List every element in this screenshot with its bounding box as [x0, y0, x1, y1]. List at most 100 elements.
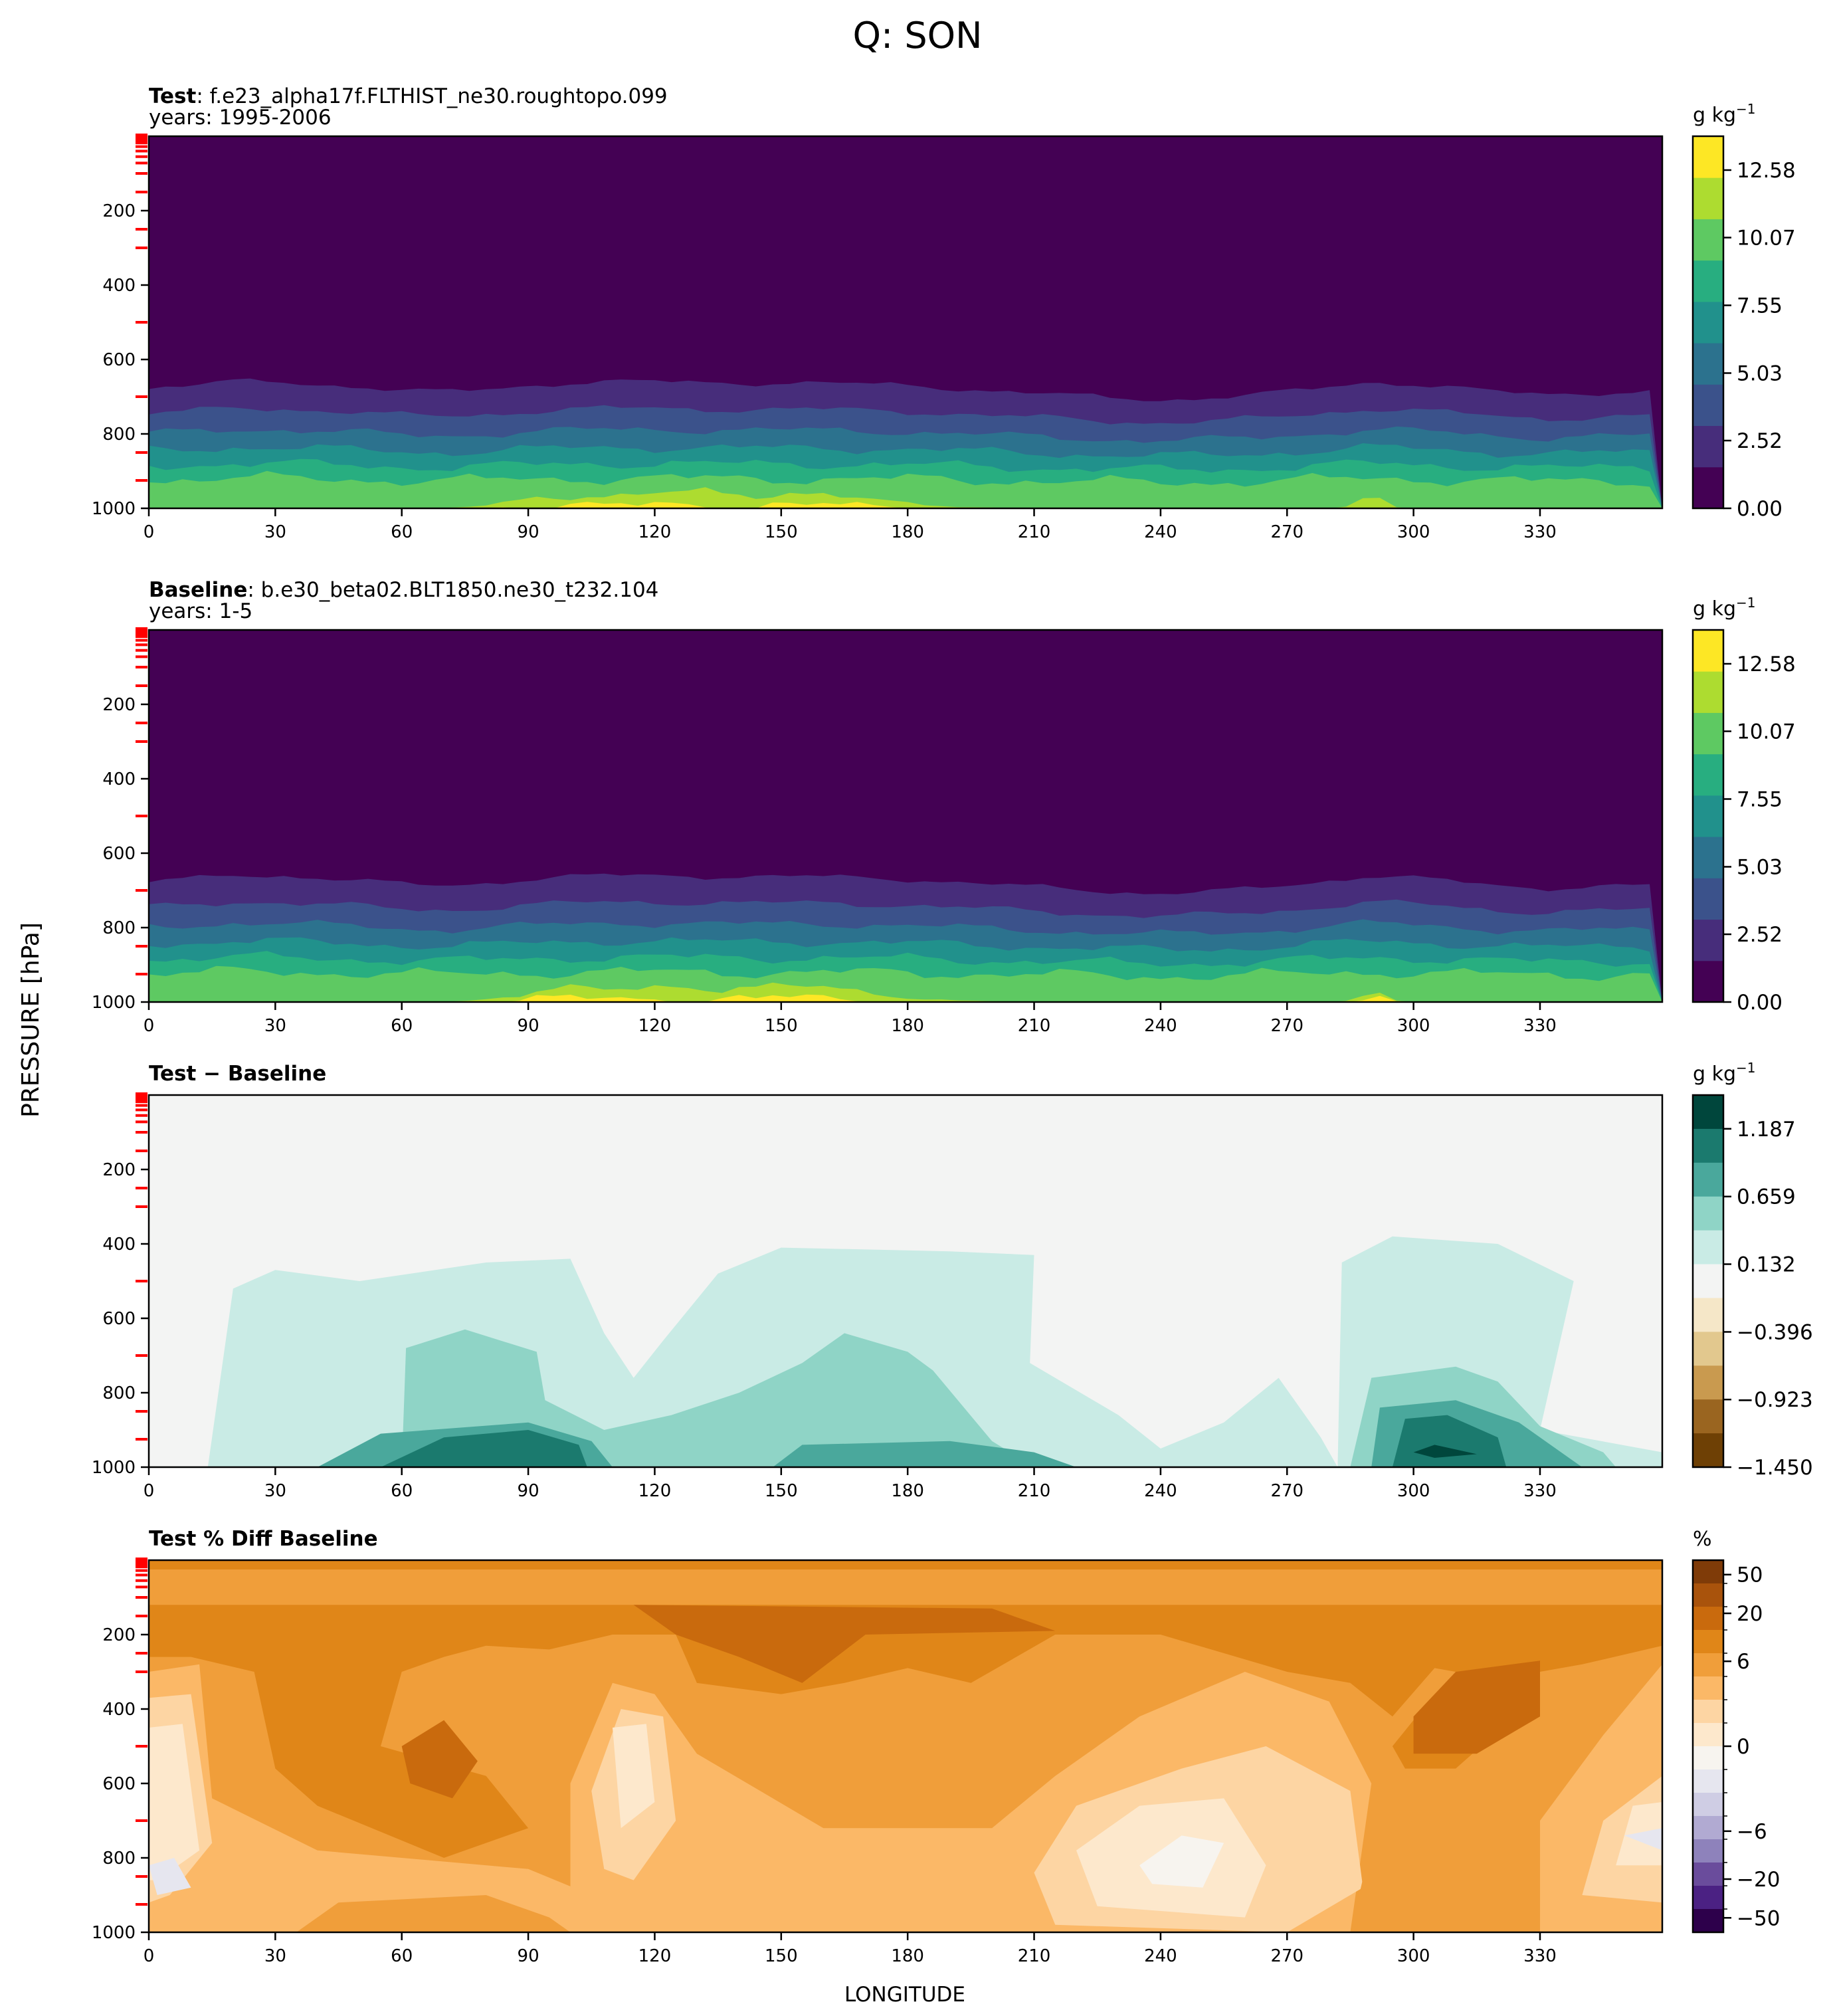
colorbar-segment	[1693, 1399, 1723, 1434]
colorbar-tick-label: 50	[1737, 1563, 1763, 1587]
figure-title: Q: SON	[852, 15, 982, 56]
colorbar-segment	[1693, 878, 1723, 920]
y-tick-label: 600	[102, 1774, 136, 1794]
x-tick-label: 30	[264, 1481, 286, 1501]
y-tick-label: 800	[102, 918, 136, 938]
colorbar-segment	[1693, 1700, 1723, 1724]
contour-band	[149, 965, 1662, 1002]
model-level-marker	[136, 1092, 147, 1102]
x-tick-label: 210	[1018, 1016, 1051, 1036]
panel-title: Test: f.e23_alpha17f.FLTHIST_ne30.rought…	[149, 84, 668, 108]
x-tick-label: 180	[891, 1481, 924, 1501]
colorbar-segment	[1693, 1230, 1723, 1265]
y-tick-label: 1000	[92, 993, 136, 1013]
y-tick-label: 1000	[92, 499, 136, 519]
colorbar-segment	[1693, 671, 1723, 713]
panel-subtitle: years: 1995-2006	[149, 106, 332, 130]
colorbar-units-base: g kg	[1693, 597, 1736, 621]
colorbar-frame	[1691, 629, 1725, 1003]
contour-band	[1413, 1661, 1540, 1754]
colorbar-segment	[1693, 1298, 1723, 1332]
contour-band	[149, 487, 1662, 508]
colorbar-tick-label: 0.659	[1737, 1185, 1796, 1209]
x-tick-label: 240	[1144, 1481, 1177, 1501]
x-tick-label: 30	[264, 1946, 286, 1966]
x-tick-label: 150	[765, 1946, 798, 1966]
colorbar-segment	[1693, 795, 1723, 837]
colorbar-segment	[1693, 1886, 1723, 1910]
colorbar-tick-label: 7.55	[1737, 294, 1783, 318]
colorbar-tick-label: 2.52	[1737, 429, 1783, 453]
colorbar-segment	[1693, 1196, 1723, 1231]
x-tick-label: 330	[1523, 1481, 1557, 1501]
colorbar-segment	[1693, 837, 1723, 878]
colorbar: 1.187 0.659 0.132 −0.396 −0.923 −1.450 g kg−1	[1691, 1060, 1813, 1480]
chart-panel-2: Baseline: b.e30_beta02.BLT1850.ne30_t232…	[92, 578, 1796, 1036]
colorbar-segment	[1693, 1816, 1723, 1840]
colorbar-segment	[1693, 384, 1723, 427]
colorbar-segment	[1693, 466, 1723, 509]
y-tick-label: 200	[102, 1625, 136, 1645]
x-tick-label: 90	[518, 1481, 539, 1501]
colorbar-segment	[1693, 301, 1723, 344]
y-tick-label: 400	[102, 1700, 136, 1720]
contour-band	[1413, 1445, 1477, 1458]
colorbar-tick-label: 0.132	[1737, 1253, 1796, 1277]
colorbar-segment	[1693, 177, 1723, 219]
colorbar-units-exponent: −1	[1736, 595, 1755, 611]
colorbar-segment	[1693, 343, 1723, 385]
colorbar-segment	[1693, 219, 1723, 261]
colorbar-segment	[1693, 1128, 1723, 1163]
y-tick-label: 600	[102, 1309, 136, 1329]
colorbar-segment	[1693, 1793, 1723, 1817]
colorbar-tick-label: 5.03	[1737, 855, 1783, 879]
contour-band	[149, 1664, 592, 1932]
x-tick-label: 180	[891, 522, 924, 542]
colorbar-segment	[1693, 1264, 1723, 1298]
colorbar-segment	[1693, 1095, 1723, 1130]
y-tick-label: 400	[102, 276, 136, 296]
colorbar-segment	[1693, 960, 1723, 1003]
panel-title: Baseline: b.e30_beta02.BLT1850.ne30_t232…	[149, 578, 658, 602]
model-level-marker	[136, 1558, 147, 1567]
y-tick-label: 600	[102, 844, 136, 864]
model-level-marker	[136, 134, 147, 143]
colorbar-tick-label: 10.07	[1737, 227, 1796, 251]
colorbar-tick-label: 20	[1737, 1602, 1763, 1626]
contour-band	[613, 1724, 655, 1829]
contour-band	[149, 994, 1662, 1002]
x-tick-label: 300	[1397, 1946, 1430, 1966]
x-tick-label: 0	[144, 1016, 155, 1036]
x-tick-label: 120	[638, 522, 672, 542]
colorbar-segment	[1693, 1653, 1723, 1677]
contour-band	[633, 1605, 1056, 1683]
x-tick-label: 60	[391, 1481, 413, 1501]
contour-band	[149, 1560, 1662, 1569]
plot-frame	[147, 1559, 1664, 1934]
x-tick-label: 150	[765, 1016, 798, 1036]
colorbar-tick-label: −0.923	[1737, 1388, 1813, 1412]
x-tick-label: 240	[1144, 1016, 1177, 1036]
panel-title-bold: Test % Diff Baseline	[149, 1527, 378, 1551]
colorbar-segment	[1693, 1433, 1723, 1468]
contour-band	[296, 1895, 571, 1932]
x-tick-label: 90	[518, 1946, 539, 1966]
x-tick-label: 150	[765, 1481, 798, 1501]
colorbar-segment	[1693, 1676, 1723, 1700]
colorbar-units: g kg−1	[1693, 101, 1755, 127]
colorbar-tick-label: −1.450	[1737, 1456, 1813, 1480]
colorbar-segment	[1693, 1583, 1723, 1607]
x-tick-label: 330	[1523, 1946, 1557, 1966]
panel-subtitle: years: 1-5	[149, 599, 252, 623]
colorbar-units: %	[1693, 1528, 1712, 1551]
x-tick-label: 300	[1397, 1016, 1430, 1036]
colorbar-segment	[1693, 425, 1723, 468]
colorbar-units-base: g kg	[1693, 104, 1736, 127]
x-tick-label: 150	[765, 522, 798, 542]
y-tick-label: 600	[102, 350, 136, 370]
y-tick-label: 400	[102, 1235, 136, 1255]
colorbar-segment	[1693, 1863, 1723, 1886]
y-tick-label: 200	[102, 695, 136, 715]
colorbar-frame	[1691, 135, 1725, 510]
x-tick-label: 60	[391, 1946, 413, 1966]
